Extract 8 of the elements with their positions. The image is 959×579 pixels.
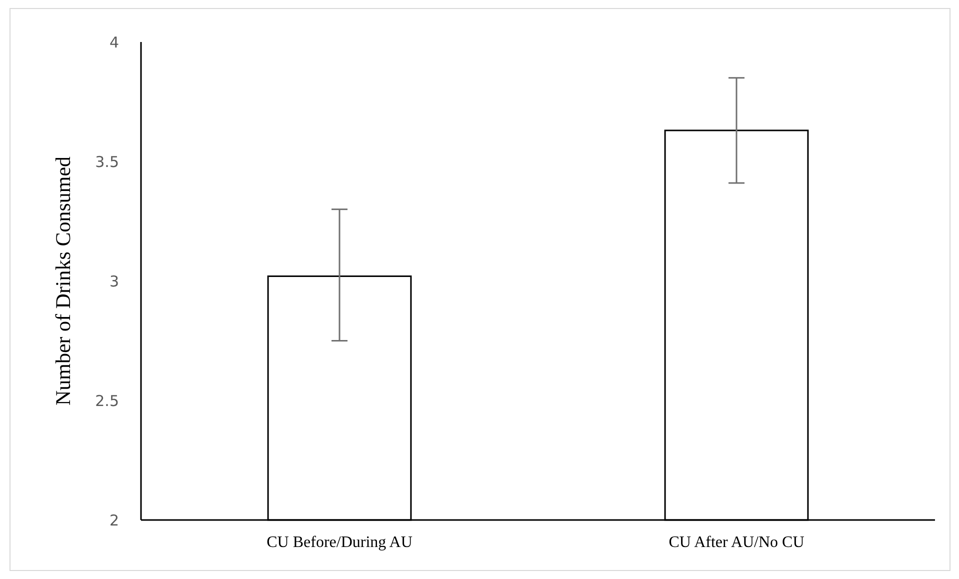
y-tick-label: 2 (109, 511, 119, 530)
y-tick-label: 3.5 (95, 152, 119, 171)
x-tick-label: CU Before/During AU (266, 534, 413, 551)
y-tick-label: 2.5 (95, 392, 119, 410)
y-tick-label: 3 (109, 272, 119, 290)
y-tick-label: 4 (109, 33, 119, 52)
y-axis-title: Number of Drinks Consumed (51, 156, 75, 406)
x-tick-label: CU After AU/No CU (668, 534, 805, 551)
